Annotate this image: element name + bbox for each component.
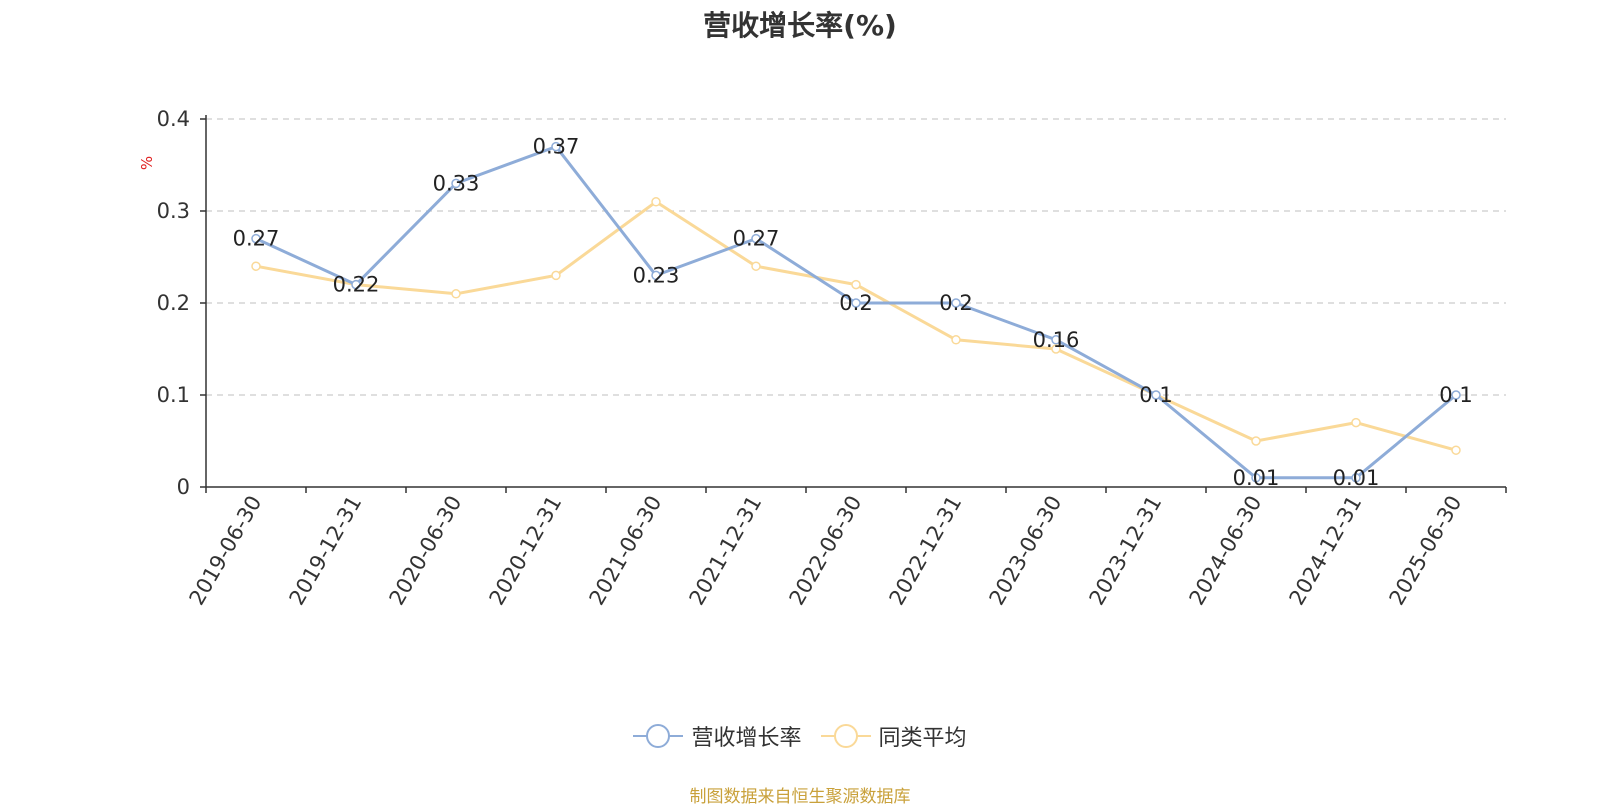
x-tick-label: 2021-06-30 (585, 492, 667, 610)
x-tick-label: 2024-06-30 (1185, 492, 1267, 610)
y-tick-label: 0.1 (157, 383, 190, 407)
data-label: 0.01 (1233, 466, 1280, 490)
data-label: 0.16 (1033, 328, 1080, 352)
data-point-1 (1351, 473, 1361, 483)
data-label: 0.1 (1139, 383, 1172, 407)
data-point-1 (1051, 335, 1061, 345)
x-tick-label: 2020-12-31 (485, 492, 567, 610)
grid-lines (206, 118, 1506, 396)
x-tick-label: 2019-12-31 (285, 492, 367, 610)
series-line-2 (255, 200, 1457, 452)
x-tick-label: 2024-12-31 (1285, 492, 1367, 610)
data-labels: 0.27 0.22 0.33 0.37 0.23 0.27 0.2 0.2 0.16 0.1 0.0… (233, 135, 1473, 490)
data-label: 0.2 (839, 291, 872, 315)
x-tick-label: 2022-06-30 (785, 492, 867, 610)
legend-line-icon (633, 723, 684, 749)
legend-item-series2[interactable]: 同类平均 (820, 720, 967, 752)
data-point-2 (1351, 417, 1361, 428)
y-tick-label: 0.3 (157, 199, 190, 223)
data-point-2 (1451, 445, 1461, 455)
x-tick-label: 2021-12-31 (685, 492, 767, 610)
y-axis-unit: % (138, 156, 156, 170)
x-tick-label: 2023-06-30 (985, 492, 1067, 610)
data-label: 0.01 (1333, 466, 1380, 490)
axes: 0 0.1 0.2 0.3 0.4 2019-06-30 2019-12-31 2020-06… (157, 107, 1507, 610)
legend-label: 同类平均 (878, 726, 967, 751)
data-label: 0.23 (633, 263, 680, 287)
data-label: 0.22 (333, 273, 380, 297)
data-point-2 (951, 335, 961, 345)
y-tick-label: 0.4 (157, 107, 190, 131)
legend: 营收增长率 同类平均 (0, 720, 1600, 755)
data-point-1 (751, 233, 761, 244)
data-point-1 (1151, 390, 1161, 400)
data-label: 0.37 (533, 135, 580, 159)
data-point-2 (651, 197, 661, 207)
x-tick-label: 2025-06-30 (1385, 492, 1467, 610)
data-point-1 (451, 178, 461, 189)
x-tick-label: 2020-06-30 (385, 492, 467, 610)
data-point-2 (1251, 436, 1261, 446)
data-label: 0.2 (939, 291, 972, 315)
series-lines (251, 141, 1461, 483)
x-tick-label: 2022-12-31 (885, 492, 967, 610)
data-label: 0.27 (733, 227, 780, 251)
data-label: 0.1 (1439, 383, 1472, 407)
data-point-2 (851, 279, 861, 290)
data-point-1 (251, 233, 261, 244)
y-tick-label: 0 (177, 475, 190, 499)
data-point-1 (351, 279, 361, 290)
data-point-1 (651, 270, 661, 281)
y-tick-label: 0.2 (157, 291, 190, 315)
data-label: 0.33 (433, 171, 480, 195)
data-point-1 (851, 298, 861, 308)
data-point-2 (751, 261, 761, 271)
data-point-1 (951, 298, 961, 308)
x-tick-label: 2023-12-31 (1085, 492, 1167, 610)
legend-line-icon (820, 723, 871, 749)
x-tick-label: 2019-06-30 (185, 492, 267, 610)
legend-label: 营收增长率 (691, 726, 802, 751)
data-point-2 (1051, 344, 1061, 354)
data-point-1 (1251, 473, 1261, 483)
data-point-2 (451, 289, 461, 299)
data-label: 0.27 (233, 227, 280, 251)
data-point-1 (551, 141, 561, 152)
data-point-2 (551, 270, 561, 281)
data-point-2 (251, 261, 261, 271)
source-note: 制图数据来自恒生聚源数据库 (689, 787, 911, 807)
legend-item-series1[interactable]: 营收增长率 (633, 720, 802, 752)
data-point-1 (1451, 390, 1461, 400)
chart-title: 营收增长率(%) (703, 9, 897, 42)
